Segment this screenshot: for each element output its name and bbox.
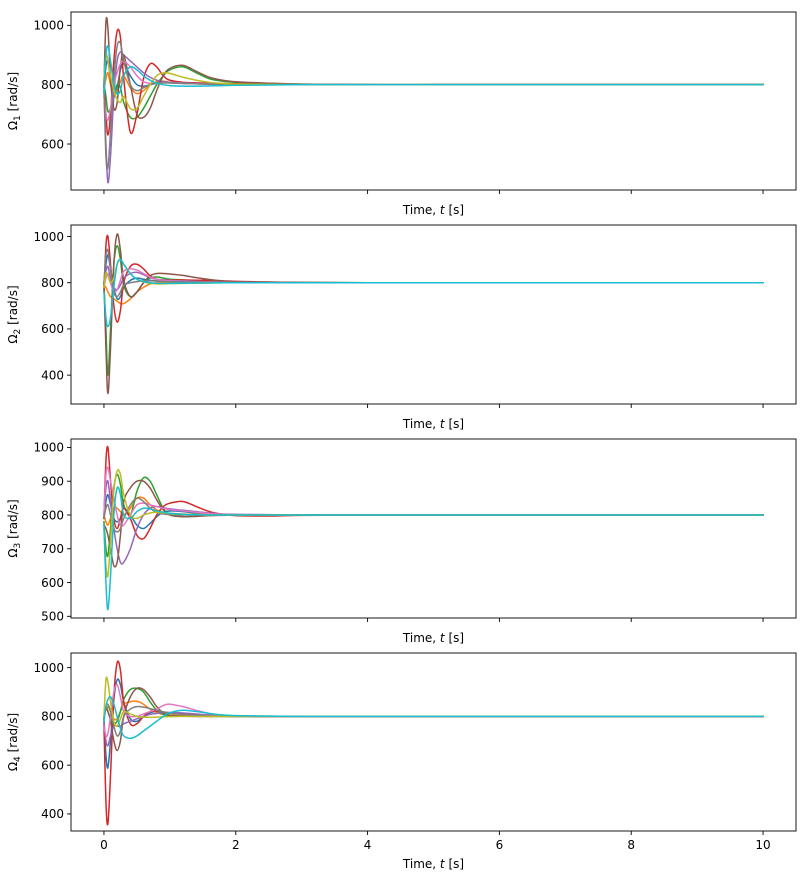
y-tick-label: 400 (41, 807, 64, 821)
y-axis-label: Ω4 [rad/s] (6, 713, 23, 771)
series-group (102, 445, 764, 611)
y-tick-label: 800 (41, 276, 64, 290)
x-tick-label: 2 (232, 838, 240, 852)
y-tick-label: 600 (41, 322, 64, 336)
y-axis-label: Ω1 [rad/s] (6, 72, 23, 130)
x-axis-label: Time, t [s] (402, 857, 464, 871)
y-tick-label: 600 (41, 576, 64, 590)
subplot-omega-3: 500 600 700 800 900 1000 Time, t [s] Ω3 [rad/s] (6, 438, 797, 645)
x-tick-label: 6 (496, 838, 504, 852)
y-tick-label: 1000 (33, 441, 64, 455)
y-tick-label: 1000 (33, 230, 64, 244)
y-tick-label: 500 (41, 610, 64, 624)
subplot-omega-4: 0 2 4 6 8 10 400 600 800 1000 Time, t [s] Ω4 [rad/s… (6, 652, 797, 871)
y-tick-label: 900 (41, 475, 64, 489)
axes-frame (70, 652, 797, 832)
x-tick-label: 8 (627, 838, 635, 852)
y-axis-label: Ω3 [rad/s] (6, 499, 23, 557)
x-tick-label: 10 (755, 838, 770, 852)
y-tick-label: 1000 (33, 661, 64, 675)
series-line-10 (103, 695, 764, 740)
series-line-10 (103, 45, 764, 95)
subplot-omega-2: 400 600 800 1000 Time, t [s] Ω2 [rad/s] (6, 224, 797, 431)
x-tick-label: 4 (364, 838, 372, 852)
y-tick-label: 800 (41, 508, 64, 522)
x-axis-label: Time, t [s] (402, 203, 464, 217)
y-tick-label: 400 (41, 368, 64, 382)
subplot-omega-1: 600 800 1000 Time, t [s] Ω1 [rad/s] (6, 11, 797, 217)
axes-frame (70, 224, 797, 405)
x-axis-label: Time, t [s] (402, 631, 464, 645)
series-line-10 (103, 486, 764, 611)
axes-frame (70, 438, 797, 619)
axes-frame (70, 11, 797, 191)
y-tick-label: 800 (41, 78, 64, 92)
y-tick-label: 700 (41, 542, 64, 556)
y-tick-label: 800 (41, 710, 64, 724)
series-group (102, 233, 764, 395)
x-tick-label: 0 (100, 838, 108, 852)
y-axis-label: Ω2 [rad/s] (6, 285, 23, 343)
x-axis-label: Time, t [s] (402, 417, 464, 431)
series-group (103, 660, 764, 826)
series-group (103, 16, 764, 184)
series-line-10 (103, 258, 764, 328)
y-tick-label: 600 (41, 758, 64, 772)
y-tick-label: 600 (41, 137, 64, 151)
y-tick-label: 1000 (33, 19, 64, 33)
